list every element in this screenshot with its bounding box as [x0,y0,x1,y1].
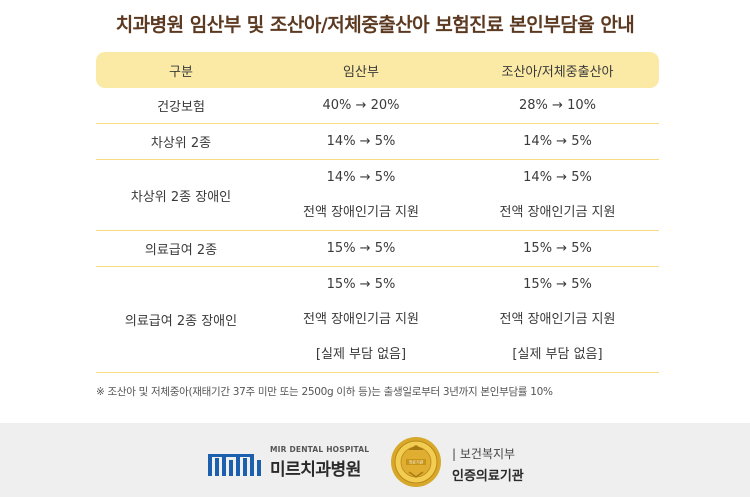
cell-line: 14% → 5% [326,134,396,149]
row-category: 의료급여 2종 장애인 [124,314,238,329]
table-row: 차상위 2종 장애인 14% → 5% 전액 장애인기금 지원 14% → 5%… [96,159,659,230]
footnote: ※ 조산아 및 저체중아(재태기간 37주 미만 또는 2500g 이하 등)는… [96,386,553,398]
cell-line: 14% → 5% [326,170,396,185]
header-pregnant: 임산부 [343,64,379,80]
footer: MIR DENTAL HOSPITAL 미르치과병원 의료기관 | 보건복지부 … [0,423,750,497]
cell-line: 15% → 5% [326,241,396,256]
pregnant-cell: 14% → 5% [266,124,456,159]
row-category: 의료급여 2종 [144,243,218,258]
cell-line: 15% → 5% [523,241,592,256]
cert-label: 인증의료기관 [452,469,524,484]
pregnant-cell: 15% → 5% 전액 장애인기금 지원 [실제 부담 없음] [266,267,456,372]
hospital-logo[interactable]: MIR DENTAL HOSPITAL 미르치과병원 [206,445,369,480]
svg-text:의료기관: 의료기관 [409,459,424,465]
cell-line: 14% → 5% [523,170,592,185]
table-row: 건강보험 40% → 20% 28% → 10% [96,88,659,123]
cell-line: 전액 장애인기금 지원 [303,312,419,327]
certification-text: | 보건복지부 인증의료기관 [452,445,524,484]
pregnant-cell: 14% → 5% 전액 장애인기금 지원 [266,160,456,230]
page-title: 치과병원 임산부 및 조산아/저체중출산아 보험진료 본인부담율 안내 [115,14,635,36]
cert-ministry: | 보건복지부 [452,447,516,461]
row-category: 차상위 2종 [150,136,212,151]
table-row: 차상위 2종 14% → 5% 14% → 5% [96,123,659,159]
premature-cell: 14% → 5% [456,124,659,159]
cell-line: 전액 장애인기금 지원 [499,205,616,220]
cell-line: [실제 부담 없음] [512,347,603,362]
cell-line: 40% → 20% [322,98,400,113]
cell-line: 15% → 5% [326,277,396,292]
table-row: 의료급여 2종 15% → 5% 15% → 5% [96,230,659,266]
cell-line: 28% → 10% [519,98,596,113]
premature-cell: 15% → 5% 전액 장애인기금 지원 [실제 부담 없음] [456,267,659,372]
copay-table: 구분 임산부 조산아/저체중출산아 건강보험 40% → 20% 28% → 1… [96,52,659,373]
header-premature: 조산아/저체중출산아 [501,64,614,80]
certification-seal-icon: 의료기관 [391,437,441,487]
premature-cell: 15% → 5% [456,231,659,266]
premature-cell: 28% → 10% [456,88,659,123]
premature-cell: 14% → 5% 전액 장애인기금 지원 [456,160,659,230]
hospital-name: 미르치과병원 [270,460,361,480]
pregnant-cell: 15% → 5% [266,231,456,266]
cell-line: 전액 장애인기금 지원 [303,205,419,220]
cell-line: [실제 부담 없음] [315,347,407,362]
cell-line: 전액 장애인기금 지원 [499,312,616,327]
row-category: 차상위 2종 장애인 [130,189,232,205]
hospital-english-name: MIR DENTAL HOSPITAL [270,445,370,454]
header-category: 구분 [169,64,193,80]
pregnant-cell: 40% → 20% [266,88,456,123]
row-category: 건강보험 [157,100,205,115]
table-row: 의료급여 2종 장애인 15% → 5% 전액 장애인기금 지원 [실제 부담 … [96,266,659,373]
cell-line: 15% → 5% [523,277,592,292]
hospital-logo-icon [208,453,261,476]
cell-line: 14% → 5% [523,134,592,149]
table-header: 구분 임산부 조산아/저체중출산아 [96,52,659,88]
